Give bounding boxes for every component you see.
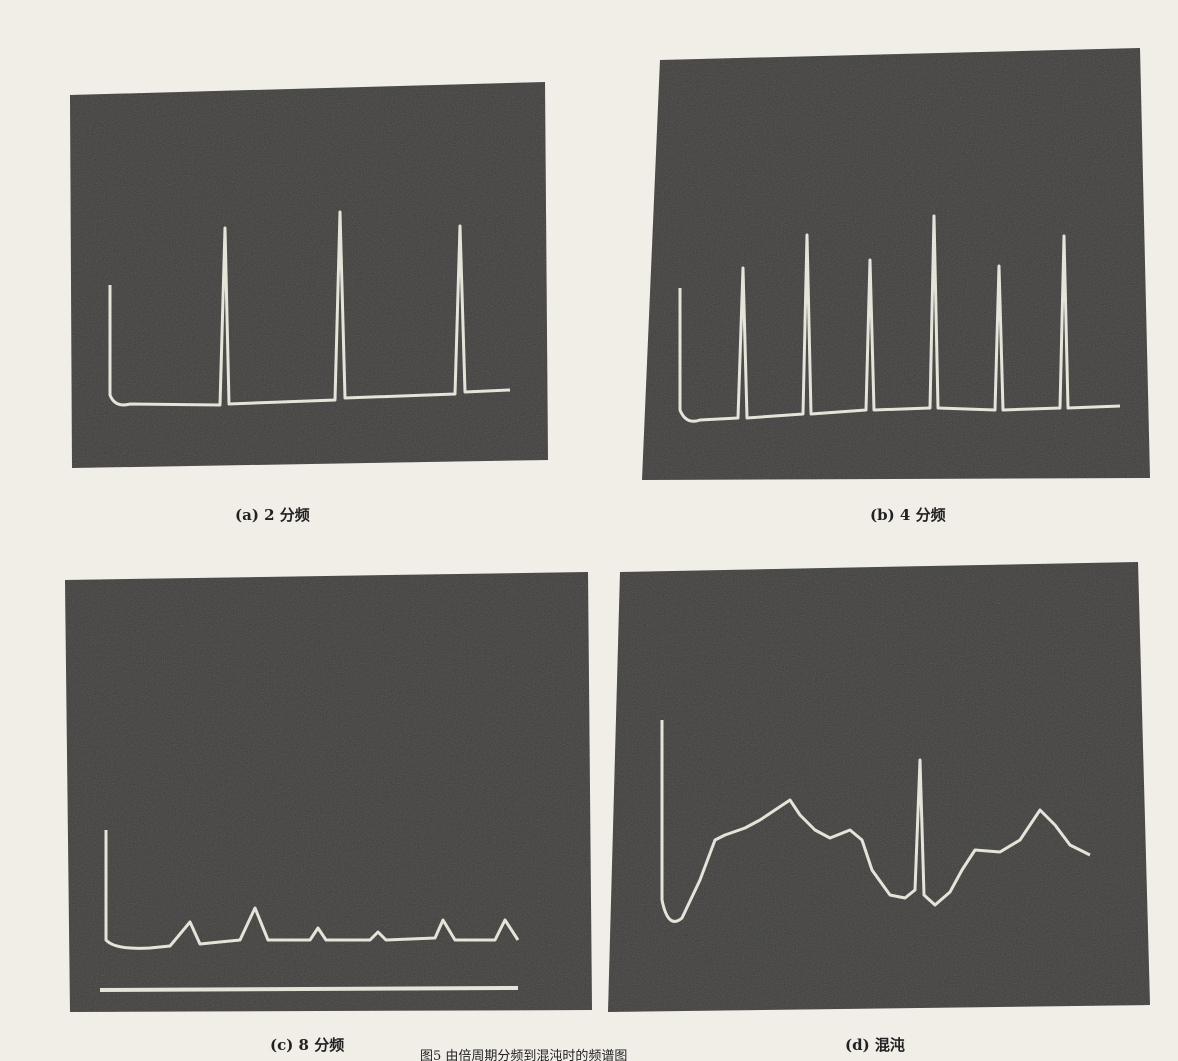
panel-b: (b) 4 分频 — [642, 48, 1150, 524]
page: {"panels": [ {"caption": "(a) 2 分频"}, {"… — [0, 0, 1178, 1061]
photo-grain — [65, 572, 592, 1012]
panel-a: (a) 2 分频 — [70, 82, 548, 524]
photo-grain — [642, 48, 1150, 480]
panel-d: (d) 混沌 — [608, 562, 1150, 1054]
panel-caption: (a) 2 分频 — [235, 506, 310, 524]
panel-caption: (c) 8 分频 — [270, 1036, 344, 1054]
panel-c: (c) 8 分频 — [65, 572, 592, 1054]
photo-grain — [608, 562, 1150, 1012]
figure-caption: 图5 由倍周期分频到混沌时的频谱图 — [420, 1048, 627, 1061]
panel-caption: (b) 4 分频 — [870, 506, 946, 524]
baseline-trace — [100, 988, 518, 990]
photo-grain — [70, 82, 548, 468]
panel-caption: (d) 混沌 — [845, 1036, 905, 1054]
figure: (a) 2 分频 (b) 4 分频 (c) 8 分频 (d) 混沌 图5 由倍周… — [0, 0, 1178, 1061]
